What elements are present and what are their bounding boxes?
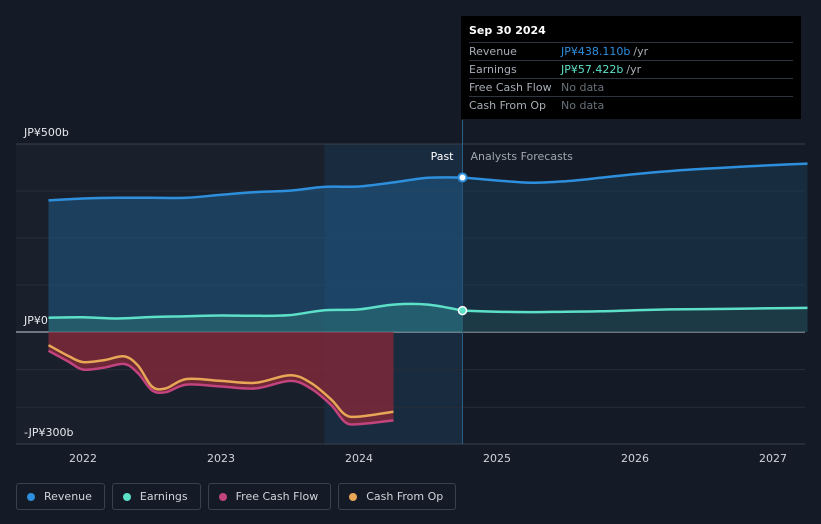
tooltip-date: Sep 30 2024	[469, 24, 546, 37]
tooltip-value: JP¥438.110b	[561, 45, 631, 58]
tooltip-label: Earnings	[469, 63, 517, 76]
earnings-line	[48, 302, 463, 320]
x-tick-label: 2022	[69, 452, 97, 465]
x-tick-label: 2023	[207, 452, 235, 465]
x-tick-label: 2024	[345, 452, 373, 465]
tooltip-row-cash-from-op: Cash From Op No data	[469, 96, 793, 114]
y-axis-label-zero: JP¥0	[23, 314, 48, 327]
tooltip-unit: /yr	[626, 63, 642, 76]
tooltip-value: No data	[561, 81, 605, 94]
series-areas	[48, 163, 808, 425]
revenue-forecast-line	[462, 162, 808, 184]
tooltip-label: Revenue	[469, 45, 517, 58]
legend-label: Revenue	[44, 490, 92, 503]
legend-item-revenue[interactable]: Revenue	[16, 483, 105, 510]
forecast-label: Analysts Forecasts	[471, 150, 574, 163]
x-tick-label: 2025	[483, 452, 511, 465]
legend-dot-icon	[122, 492, 131, 501]
revenue-hover-marker	[457, 172, 468, 183]
axis-labels: JP¥500b JP¥0 -JP¥300b 2022 2023 2024 2025 2026 2…	[23, 126, 787, 465]
earnings-area	[48, 303, 463, 332]
tooltip-row-revenue: Revenue JP¥438.110b /yr	[469, 42, 793, 60]
series-lines	[47, 162, 808, 426]
legend-label: Free Cash Flow	[235, 490, 319, 503]
revenue-line	[48, 176, 463, 202]
legend-item-free-cash-flow[interactable]: Free Cash Flow	[207, 483, 332, 510]
chart-legend: Revenue Earnings Free Cash Flow Cash Fro…	[16, 483, 457, 510]
legend-label: Cash From Op	[366, 490, 444, 503]
free-cash-flow-line	[47, 349, 394, 426]
earnings-forecast-line	[462, 306, 808, 314]
y-axis-label-top: JP¥500b	[23, 126, 69, 139]
tooltip-unit: /yr	[633, 45, 649, 58]
revenue-forecast-area	[462, 163, 808, 332]
legend-label: Earnings	[139, 490, 188, 503]
hover-tooltip: Sep 30 2024 Revenue JP¥438.110b /yr Earn…	[461, 16, 801, 119]
tooltip-value: JP¥57.422b	[561, 63, 624, 76]
revenue-area	[48, 177, 463, 332]
free-cash-flow-area	[48, 332, 394, 425]
legend-item-earnings[interactable]: Earnings	[111, 483, 201, 510]
x-tick-label: 2027	[759, 452, 787, 465]
tooltip-row-earnings: Earnings JP¥57.422b /yr	[469, 60, 793, 78]
earnings-hover-marker	[457, 305, 468, 316]
legend-item-cash-from-op[interactable]: Cash From Op	[338, 483, 457, 510]
earnings-forecast-area	[462, 307, 808, 332]
legend-dot-icon	[27, 492, 35, 501]
hover-markers	[457, 172, 468, 316]
tooltip-row-free-cash-flow: Free Cash Flow No data	[469, 78, 793, 96]
legend-dot-icon	[349, 492, 358, 501]
y-axis-label-bottom: -JP¥300b	[24, 426, 73, 439]
tooltip-label: Free Cash Flow	[469, 81, 552, 94]
tooltip-label: Cash From Op	[469, 99, 547, 112]
x-tick-label: 2026	[621, 452, 649, 465]
cash-from-op-line	[47, 344, 394, 419]
past-label: Past	[431, 150, 455, 163]
legend-dot-icon	[218, 492, 227, 501]
tooltip-value: No data	[561, 99, 605, 112]
